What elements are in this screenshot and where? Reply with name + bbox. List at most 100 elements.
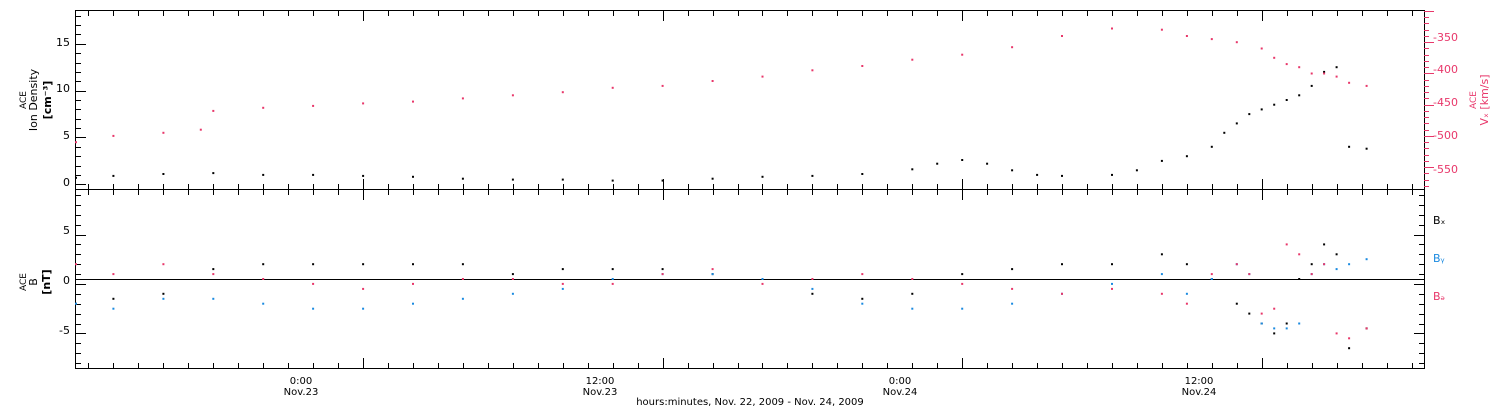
by-point [1260,322,1263,325]
data-points [75,27,1368,350]
vx-point [1273,56,1276,59]
vx-point [711,80,714,82]
bx-point [661,268,664,271]
vx-point [511,94,514,97]
p1-ylabel-line: ACE [19,91,29,109]
density-point [312,173,315,176]
bz-point [711,268,714,271]
density-point [811,174,814,177]
density-point [986,162,989,165]
by-point [1160,273,1163,276]
bz-point [1260,312,1263,315]
bx-point [1298,278,1301,280]
by-point [1335,268,1338,271]
by-point [711,273,714,276]
xtick-date: Nov.24 [1182,387,1217,398]
density-point [561,178,564,181]
xtick-time: 0:00 [290,376,312,387]
density-point [1235,122,1238,125]
vx-point [112,134,115,137]
density-point [936,162,939,165]
panel2-frame [75,189,1425,369]
density-point [1298,94,1301,97]
bz-point [1235,263,1238,266]
vx-point [1285,63,1288,66]
vx-point [1260,47,1263,50]
vx-point [1011,46,1014,49]
bz-point [911,278,914,280]
bz-point [1335,332,1338,335]
bx-point [1061,263,1063,266]
by-point [1210,278,1213,280]
by-point [511,292,514,295]
p2-ytick-label: 0 [63,274,70,287]
density-point [911,168,914,171]
xtick-date: Nov.23 [284,387,319,398]
bz-point [112,273,115,276]
by-point [611,278,614,280]
vx-point [1235,41,1238,44]
density-point [112,174,115,177]
bz-point [1011,287,1014,290]
by-point [561,287,564,290]
vx-point [199,128,202,131]
density-point [1011,169,1014,172]
density-point [1111,173,1113,176]
vx-point [1185,35,1188,37]
panel1-frame [75,10,1425,190]
by-point [1111,282,1113,285]
p1-y2tick-label: -500 [1433,129,1458,142]
by-point [861,302,864,305]
bz-point [861,273,864,276]
vx-point [1111,27,1113,30]
bx-point [461,263,464,266]
density-point [1285,99,1288,101]
bx-point [1323,243,1326,246]
bz-point [1273,307,1276,310]
bx-point [811,292,814,295]
p1-y2tick-label: -400 [1433,63,1458,76]
bx-point [112,297,115,300]
bx-point [162,292,165,295]
p1-ytick-label: 15 [56,36,70,49]
density-point [761,175,764,178]
density-point [1310,84,1313,87]
legend-bz: Bₔ [1433,290,1445,303]
axis-ticks [76,11,1434,368]
vx-point [1335,75,1338,78]
by-point [1365,258,1368,261]
by-point [1273,327,1276,330]
vx-point [75,141,77,144]
bz-point [212,273,215,276]
bz-point [661,273,664,276]
bz-point [961,282,964,285]
density-point [1185,155,1188,158]
vx-point [961,53,964,56]
xtick-date: Nov.24 [883,387,918,398]
bz-point [312,282,315,285]
vx-point [1061,35,1063,37]
density-point [1036,173,1039,176]
by-point [761,278,764,280]
vx-point [611,86,614,89]
vx-point [162,131,165,134]
bx-point [511,273,514,276]
bz-point [1061,292,1063,295]
bx-point [262,263,265,266]
vx-point [911,58,914,61]
vx-point [1160,28,1163,31]
density-point [1260,108,1263,111]
p1-y2tick-label: -350 [1433,31,1458,44]
xtick-time: 0:00 [889,376,911,387]
by-point [412,302,414,305]
vx-point [1365,84,1368,87]
density-point [861,173,864,175]
bz-point [412,282,414,285]
bx-point [1348,347,1351,350]
p2-ylabel-line: [nT] [40,269,53,294]
density-point [961,159,964,161]
p2-ytick-label: 5 [63,224,70,237]
bz-point [362,287,365,290]
by-point [811,287,814,290]
